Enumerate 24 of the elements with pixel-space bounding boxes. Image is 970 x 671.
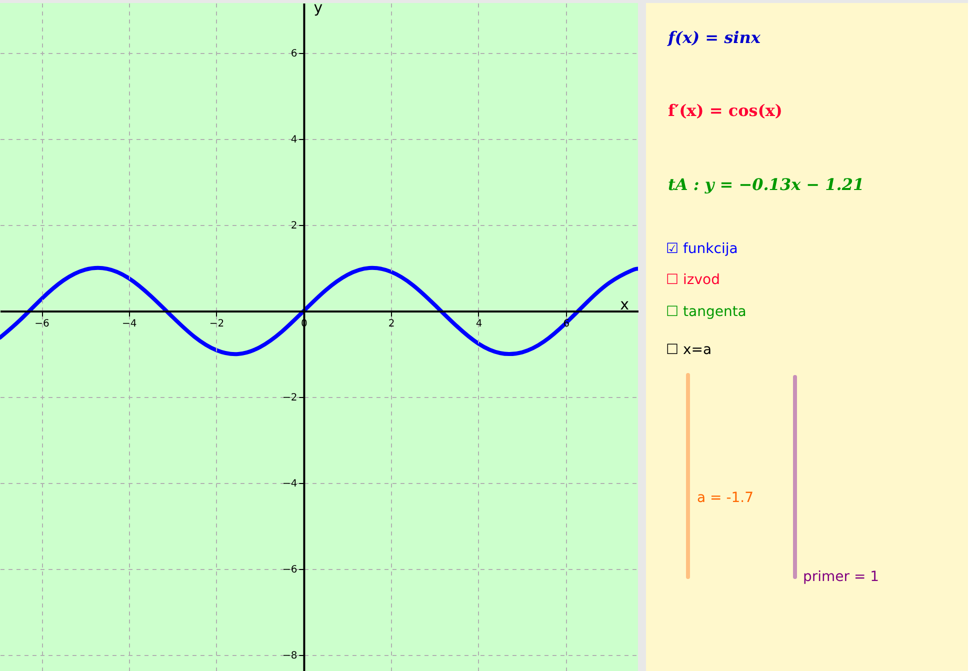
x-tick-label: 2 — [388, 318, 395, 330]
y-tick-label: 4 — [290, 134, 298, 146]
text: f′(x) = cos(x) — [668, 101, 782, 120]
x-tick-label: −4 — [122, 318, 137, 330]
y-tick-label: −2 — [282, 392, 298, 404]
x-tick-label: 4 — [476, 318, 482, 330]
text: a = -1.7 — [697, 490, 754, 506]
y-tick-label: 6 — [290, 48, 298, 60]
text: primer = 1 — [803, 569, 880, 585]
text: ☐ izvod — [666, 272, 720, 288]
y-tick-label: 2 — [290, 220, 298, 232]
y-tick-label: −4 — [282, 478, 298, 490]
x-tick-label: −2 — [209, 318, 224, 330]
line-series — [0, 266, 638, 356]
x-tick-label: −6 — [34, 318, 50, 330]
text: f(x) = sinx — [667, 28, 761, 47]
text: tA : y = −0.13x − 1.21 — [668, 175, 864, 194]
text: ☐ x=a — [666, 342, 712, 358]
y-tick-label: −6 — [282, 564, 298, 576]
text: ☑ funkcija — [666, 241, 738, 257]
text: ☐ tangenta — [666, 304, 746, 320]
x-axis-title: x — [620, 295, 630, 314]
y-tick-label: −8 — [282, 650, 298, 662]
y-axis-title: y — [314, 0, 323, 16]
